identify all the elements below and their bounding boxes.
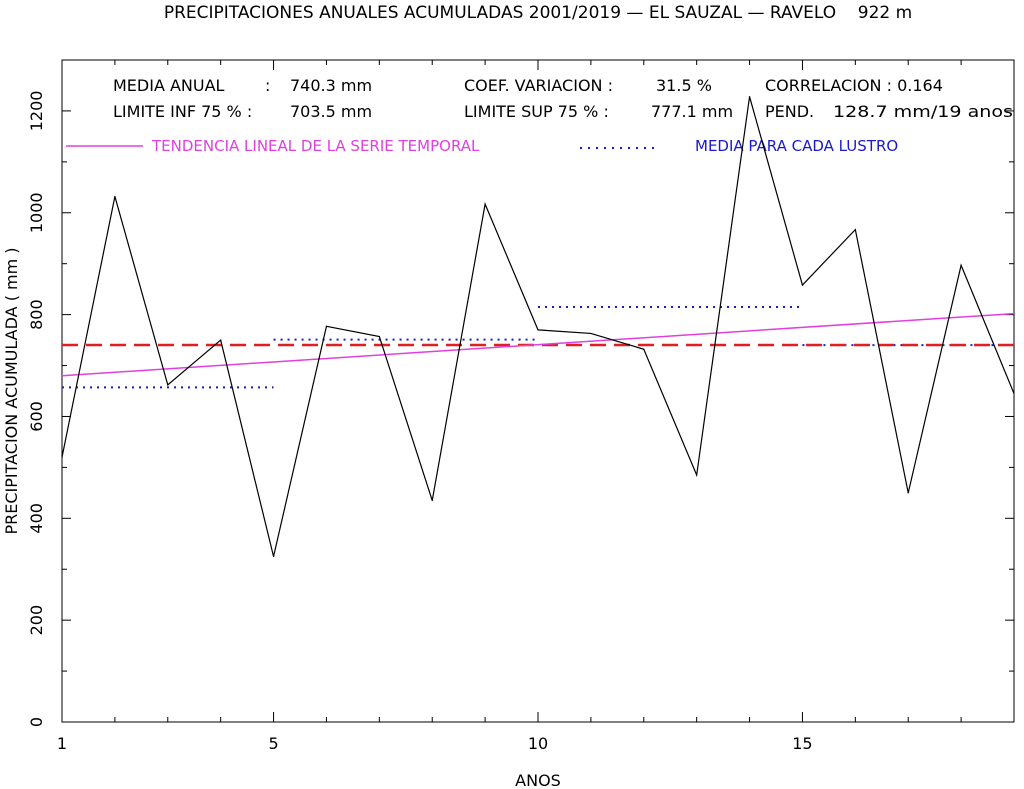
data-point (325, 325, 328, 327)
data-point (960, 264, 962, 266)
trend-line (61, 312, 1015, 377)
y-axis-label: PRECIPITACION ACUMULADA ( mm ) (2, 247, 21, 534)
x-axis: 1 5 10 15 (57, 60, 1015, 753)
x-tick-label: 10 (528, 734, 548, 753)
y-tick-label: 800 (27, 299, 46, 330)
stat-limite-inf-label: LIMITE INF 75 % : (113, 102, 252, 121)
data-point (696, 474, 698, 476)
y-tick-label: 600 (27, 401, 46, 432)
stat-correlacion: CORRELACION : 0.164 (765, 76, 943, 95)
y-tick-label: 0 (27, 717, 46, 727)
data-point (378, 335, 380, 338)
data-point (907, 492, 909, 494)
stat-limite-inf-value: 703.5 mm (290, 102, 372, 121)
stat-coef-variacion-label: COEF. VARIACION : (464, 76, 613, 95)
stat-limite-sup-value: 777.1 mm (651, 102, 733, 121)
plot-content (61, 96, 1015, 558)
data-point (1013, 392, 1015, 395)
y-tick-label: 1000 (27, 192, 46, 233)
stat-media-anual-label: MEDIA ANUAL (113, 76, 225, 95)
x-axis-label: ANOS (515, 771, 561, 789)
y-tick-label: 1200 (27, 91, 46, 132)
data-point (590, 332, 592, 335)
data-point (61, 456, 63, 458)
stat-coef-variacion-value: 31.5 % (656, 76, 712, 95)
stat-media-anual-sep: : (265, 76, 270, 95)
stat-media-anual-value: 740.3 mm (290, 76, 372, 95)
x-tick-label: 5 (268, 734, 278, 753)
data-point (537, 329, 539, 331)
data-point (801, 284, 804, 286)
data-point (272, 555, 275, 558)
legend-label-lustro: MEDIA PARA CADA LUSTRO (695, 137, 898, 155)
data-point (748, 96, 751, 98)
data-point (431, 499, 433, 502)
chart-title: PRECIPITACIONES ANUALES ACUMULADAS 2001/… (164, 3, 912, 23)
stat-limite-sup-label: LIMITE SUP 75 % : (464, 102, 609, 121)
stat-pendiente-label: PEND. (765, 102, 814, 121)
stat-pendiente-value: 128.7 mm/19 anos (833, 102, 1013, 121)
data-point (854, 228, 856, 231)
y-axis: 0 200 400 600 800 1000 1200 (27, 91, 1014, 727)
x-tick-label: 1 (57, 734, 67, 753)
x-tick-label: 15 (792, 734, 812, 753)
data-point (484, 203, 486, 205)
legend-label-trend: TENDENCIA LINEAL DE LA SERIE TEMPORAL (151, 137, 480, 155)
data-point (167, 384, 169, 386)
plot-frame (61, 59, 1015, 723)
stats-block: MEDIA ANUAL : 740.3 mm COEF. VARIACION :… (113, 76, 1013, 121)
y-tick-label: 400 (27, 503, 46, 534)
data-point (220, 339, 222, 341)
legend: TENDENCIA LINEAL DE LA SERIE TEMPORAL ME… (66, 137, 898, 155)
series-line (61, 96, 1015, 557)
data-point (114, 195, 116, 198)
data-point (643, 348, 645, 350)
y-tick-label: 200 (27, 605, 46, 636)
